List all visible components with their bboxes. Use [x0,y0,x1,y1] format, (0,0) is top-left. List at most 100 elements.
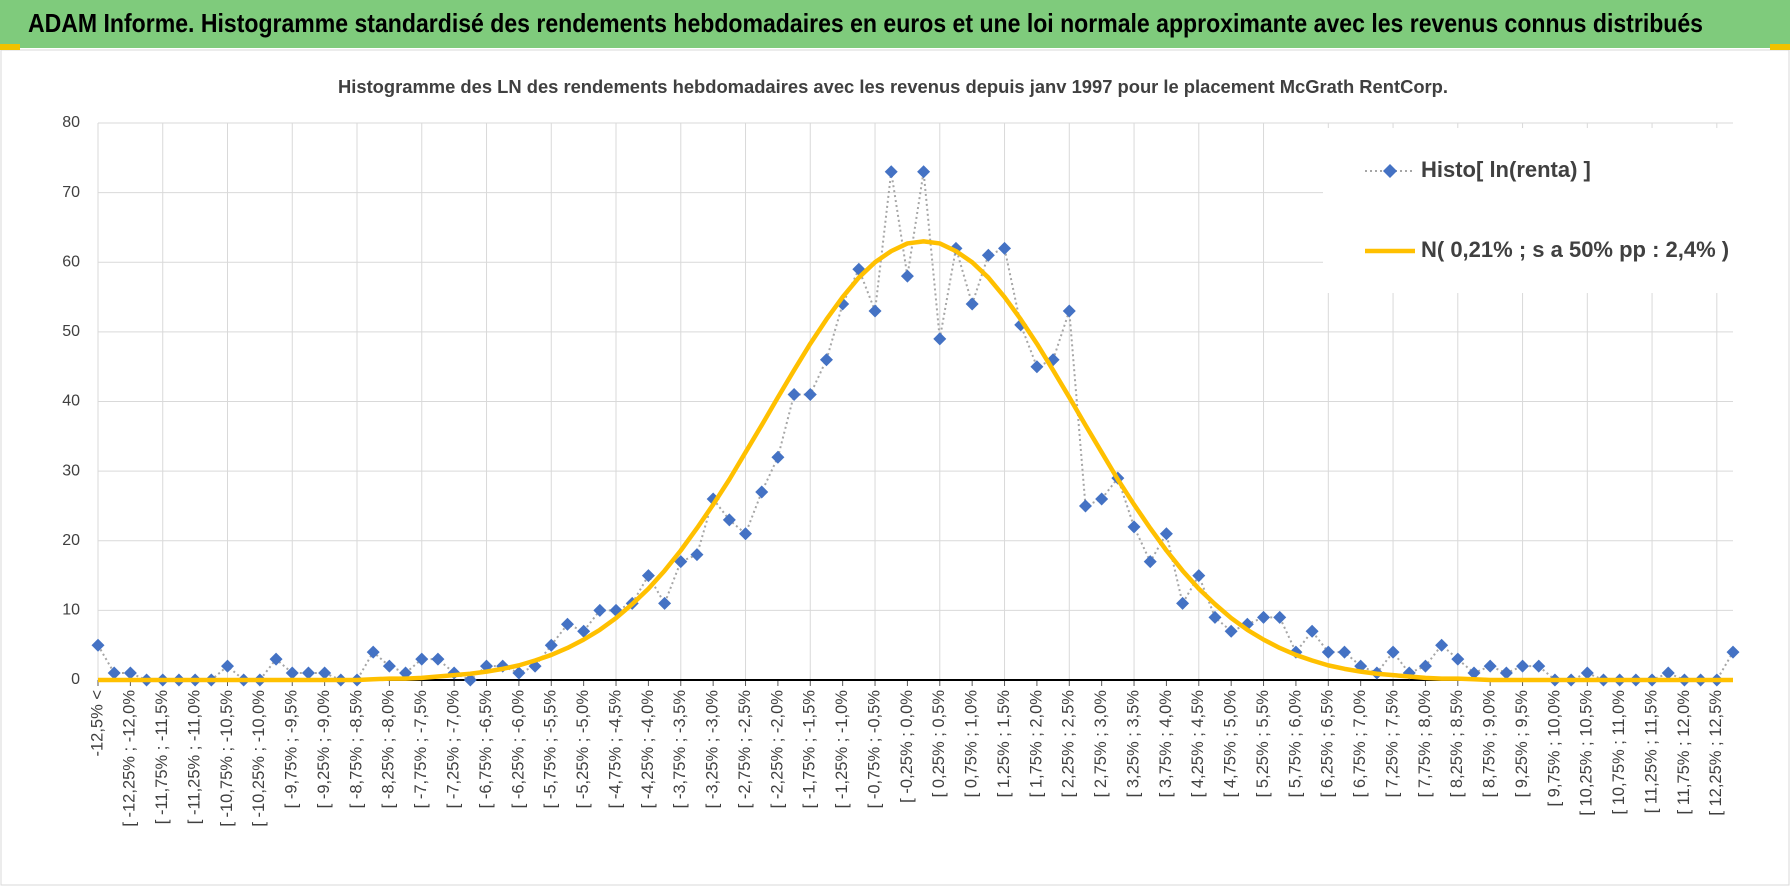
header-title: ADAM Informe. Histogramme standardisé de… [28,8,1703,38]
x-tick-label: [ 4,25% ; 4,5% [1189,690,1207,798]
data-point [512,666,526,680]
x-tick-label: -12,5% < [88,690,106,757]
data-point [285,666,299,680]
data-point [91,638,105,652]
data-point [1062,304,1076,318]
data-point [658,596,672,610]
data-point [1159,527,1173,541]
x-tick-label: [ -2,25% ; -2,0% [768,690,786,809]
data-point [544,638,558,652]
x-tick-label: [ -6,75% ; -6,5% [477,690,495,809]
y-tick-label: 50 [62,323,80,340]
x-tick-label: [ 8,75% ; 9,0% [1481,690,1499,798]
x-tick-label: [ -9,75% ; -9,5% [283,690,301,809]
data-point [1661,666,1675,680]
x-tick-label: [ -8,75% ; -8,5% [347,690,365,809]
data-point [739,527,753,541]
data-point [1483,659,1497,673]
data-point [1095,492,1109,506]
data-point [366,645,380,659]
data-point [1127,520,1141,534]
data-point [900,269,914,283]
data-point [1435,638,1449,652]
x-tick-label: [ -10,75% ; -10,5% [218,690,236,827]
data-point [1305,624,1319,638]
data-point [1030,360,1044,374]
data-point [933,332,947,346]
data-point [593,603,607,617]
corner [0,44,20,50]
data-point [1192,569,1206,583]
data-point [318,666,332,680]
x-tick-label: [ -11,25% ; -11,0% [185,690,203,825]
x-tick-label: [ 9,75% ; 10,0% [1545,690,1563,807]
data-point [577,624,591,638]
y-tick-label: 60 [62,253,80,270]
x-tick-label: [ -8,25% ; -8,0% [380,690,398,809]
x-tick-label: [ 10,75% ; 11,0% [1610,690,1628,815]
data-point [1516,659,1530,673]
data-point [560,617,574,631]
x-tick-label: [ 1,25% ; 1,5% [995,690,1013,798]
x-tick-label: [ 1,75% ; 2,0% [1027,690,1045,798]
x-tick-label: [ -4,75% ; -4,5% [606,690,624,809]
data-point [998,241,1012,255]
chart-title: Histogramme des LN des rendements hebdom… [338,77,1448,97]
data-point [123,666,137,680]
data-point [1224,624,1238,638]
x-tick-label: [ -10,25% ; -10,0% [250,690,268,827]
series-line [97,171,1734,682]
x-tick-label: [ -6,25% ; -6,0% [509,690,527,809]
y-tick-label: 40 [62,393,80,410]
x-tick-label: [ 7,25% ; 7,5% [1383,690,1401,798]
x-tick-label: [ 12,25% ; 12,5% [1707,690,1725,816]
data-point [884,165,898,179]
data-point [868,304,882,318]
data-point [674,555,688,569]
data-point [1176,596,1190,610]
x-tick-label: [ 7,75% ; 8,0% [1416,690,1434,798]
data-point [1208,610,1222,624]
legend-label: Histo[ ln(renta) ] [1421,157,1591,182]
x-tick-label: [ 8,25% ; 8,5% [1448,690,1466,798]
data-point [1078,499,1092,513]
data-point [1467,666,1481,680]
chart-frame [0,49,1790,886]
y-tick-label: 0 [71,671,80,688]
legend-marker [1383,164,1397,178]
y-tick-label: 10 [62,602,80,619]
x-tick-label: [ 5,25% ; 5,5% [1254,690,1272,798]
data-point [1532,659,1546,673]
data-point [787,388,801,402]
data-point [415,652,429,666]
x-tick-label: [ 4,75% ; 5,0% [1222,690,1240,798]
x-tick-label: [ 6,75% ; 7,0% [1351,690,1369,798]
header-bar [0,0,1790,48]
y-tick-label: 80 [62,114,80,131]
data-point [1273,610,1287,624]
x-tick-label: [ -7,25% ; -7,0% [444,690,462,809]
data-point [1386,645,1400,659]
x-tick-label: [ 9,25% ; 9,5% [1513,690,1531,798]
x-tick-label: [ -5,75% ; -5,5% [542,690,560,809]
x-tick-label: [ 11,25% ; 11,5% [1642,690,1660,814]
x-tick-label: [ 0,25% ; 0,5% [930,690,948,798]
data-point [1143,555,1157,569]
data-point [431,652,445,666]
x-tick-label: [ -12,25% ; -12,0% [121,690,139,827]
x-tick-label: [ -3,25% ; -3,0% [704,690,722,809]
data-point [755,485,769,499]
x-tick-label: [ -7,75% ; -7,5% [412,690,430,809]
data-point [917,165,931,179]
x-tick-label: [ 3,75% ; 4,0% [1157,690,1175,798]
x-tick-label: [ -1,75% ; -1,5% [801,690,819,809]
data-point [965,297,979,311]
data-point [1257,610,1271,624]
data-point [771,450,785,464]
data-point [1726,645,1740,659]
data-point [1451,652,1465,666]
data-point [1418,659,1432,673]
x-tick-label: [ 2,75% ; 3,0% [1092,690,1110,798]
y-tick-label: 20 [62,532,80,549]
